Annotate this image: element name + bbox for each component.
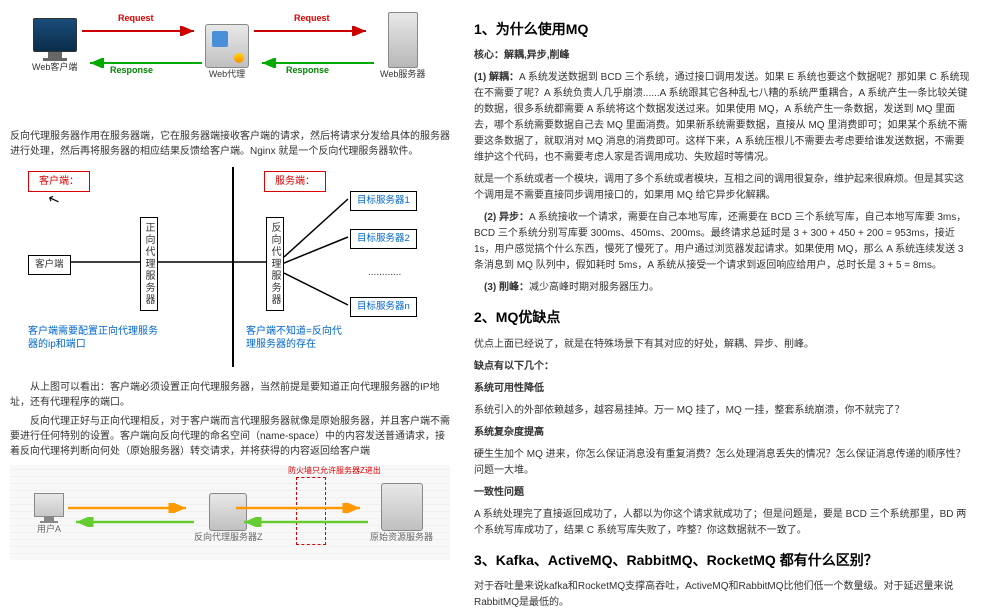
sub1: 系统可用性降低 <box>474 381 972 397</box>
heading-3: 3、Kafka、ActiveMQ、RabbitMQ、RocketMQ 都有什么区… <box>474 549 972 571</box>
server-device: Web服务器 <box>380 12 425 82</box>
heading-2: 2、MQ优缺点 <box>474 306 972 328</box>
section1: (1) 解耦：A 系统发送数据到 BCD 三个系统，通过接口调用发送。如果 E … <box>474 70 972 166</box>
para2: 从上图可以看出：客户端必须设置正向代理服务器，当然前提是要知道正向代理服务器的I… <box>10 380 450 410</box>
arrow-req1 <box>82 26 202 36</box>
p2b: 缺点有以下几个： <box>474 359 972 375</box>
server-side-box: 服务端： <box>264 171 326 192</box>
line1 <box>70 259 140 265</box>
arrow-req2 <box>254 26 374 36</box>
proxy-device: Web代理 <box>205 24 249 82</box>
para3: 反向代理正好与正向代理相反，对于客户端而言代理服务器就像是原始服务器，并且客户端… <box>10 414 450 459</box>
firewall-label: 防火墙只允许服务器Z进出 <box>288 465 381 477</box>
top-diagram: Web客户端 Web代理 Web服务器 Request Request Resp… <box>10 8 450 123</box>
sub3: 一致性问题 <box>474 485 972 501</box>
right-caption: 客户端不知道=反向代理服务器的存在 <box>246 325 346 351</box>
client-label: Web客户端 <box>32 61 77 75</box>
client-box: 客户端 <box>28 255 71 275</box>
proxy-label: Web代理 <box>205 68 249 82</box>
divider-line <box>232 167 234 367</box>
sub2: 系统复杂度提高 <box>474 425 972 441</box>
bot-arr1 <box>68 503 194 513</box>
res-label2: Response <box>286 64 329 78</box>
server-label: Web服务器 <box>380 68 425 82</box>
section1b: 就是一个系统或者一个模块，调用了多个系统或者模块，互相之间的调用很复杂，维护起来… <box>474 172 972 204</box>
bot-diagram: 用户A 反向代理服务器Z 原始资源服务器 防火墙只允许服务器Z进出 <box>10 465 450 560</box>
heading-1: 1、为什么使用MQ <box>474 18 972 40</box>
p3: 对于吞吐量来说kafka和RocketMQ支撑高吞吐，ActiveMQ和Rabb… <box>474 579 972 611</box>
bot-arr4 <box>236 517 368 527</box>
user-a: 用户A <box>34 493 64 537</box>
mid-diagram: 客户端： ↖ 服务端： 客户端 正向代理服务器 反向代理服务器 目标服务器1 目… <box>10 167 450 372</box>
sub3t: A 系统处理完了直接返回成功了，人都以为你这个请求就成功了；但是问题是，要是 B… <box>474 507 972 539</box>
req-label1: Request <box>118 12 154 26</box>
left-column: Web客户端 Web代理 Web服务器 Request Request Resp… <box>0 0 460 583</box>
sub2t: 硬生生加个 MQ 进来，你怎么保证消息没有重复消费？怎么处理消息丢失的情况？怎么… <box>474 447 972 479</box>
bot-arr2 <box>68 517 194 527</box>
dots: ............ <box>368 265 401 280</box>
rev-proxy-box: 反向代理服务器 <box>266 217 284 311</box>
bot-arr3 <box>236 503 368 513</box>
client-side-box: 客户端： <box>28 171 90 192</box>
left-caption: 客户端需要配置正向代理服务器的ip和端口 <box>28 325 158 351</box>
res-label1: Response <box>110 64 153 78</box>
fwd-proxy-box: 正向代理服务器 <box>140 217 158 311</box>
origin-server: 原始资源服务器 <box>370 483 433 545</box>
line2 <box>158 259 266 265</box>
targetn-box: 目标服务器n <box>350 297 417 317</box>
section2: (2) 异步：A 系统接收一个请求，需要在自己本地写库，还需要在 BCD 三个系… <box>474 210 972 274</box>
target2-box: 目标服务器2 <box>350 229 417 249</box>
para1: 反向代理服务器作用在服务器端，它在服务器端接收客户端的请求，然后将请求分发给具体… <box>10 129 450 159</box>
p2a: 优点上面已经说了，就是在特殊场景下有其对应的好处，解耦、异步、削峰。 <box>474 337 972 353</box>
core-line: 核心：解耦,异步,削峰 <box>474 48 972 64</box>
client-device: Web客户端 <box>32 18 77 75</box>
fanout <box>284 195 352 315</box>
right-column: 1、为什么使用MQ 核心：解耦,异步,削峰 (1) 解耦：A 系统发送数据到 B… <box>460 0 986 583</box>
section3: (3) 削峰：减少高峰时期对服务器压力。 <box>474 280 972 296</box>
sub1t: 系统引入的外部依赖越多，越容易挂掉。万一 MQ 挂了，MQ 一挂，整套系统崩溃，… <box>474 403 972 419</box>
target1-box: 目标服务器1 <box>350 191 417 211</box>
req-label2: Request <box>294 12 330 26</box>
